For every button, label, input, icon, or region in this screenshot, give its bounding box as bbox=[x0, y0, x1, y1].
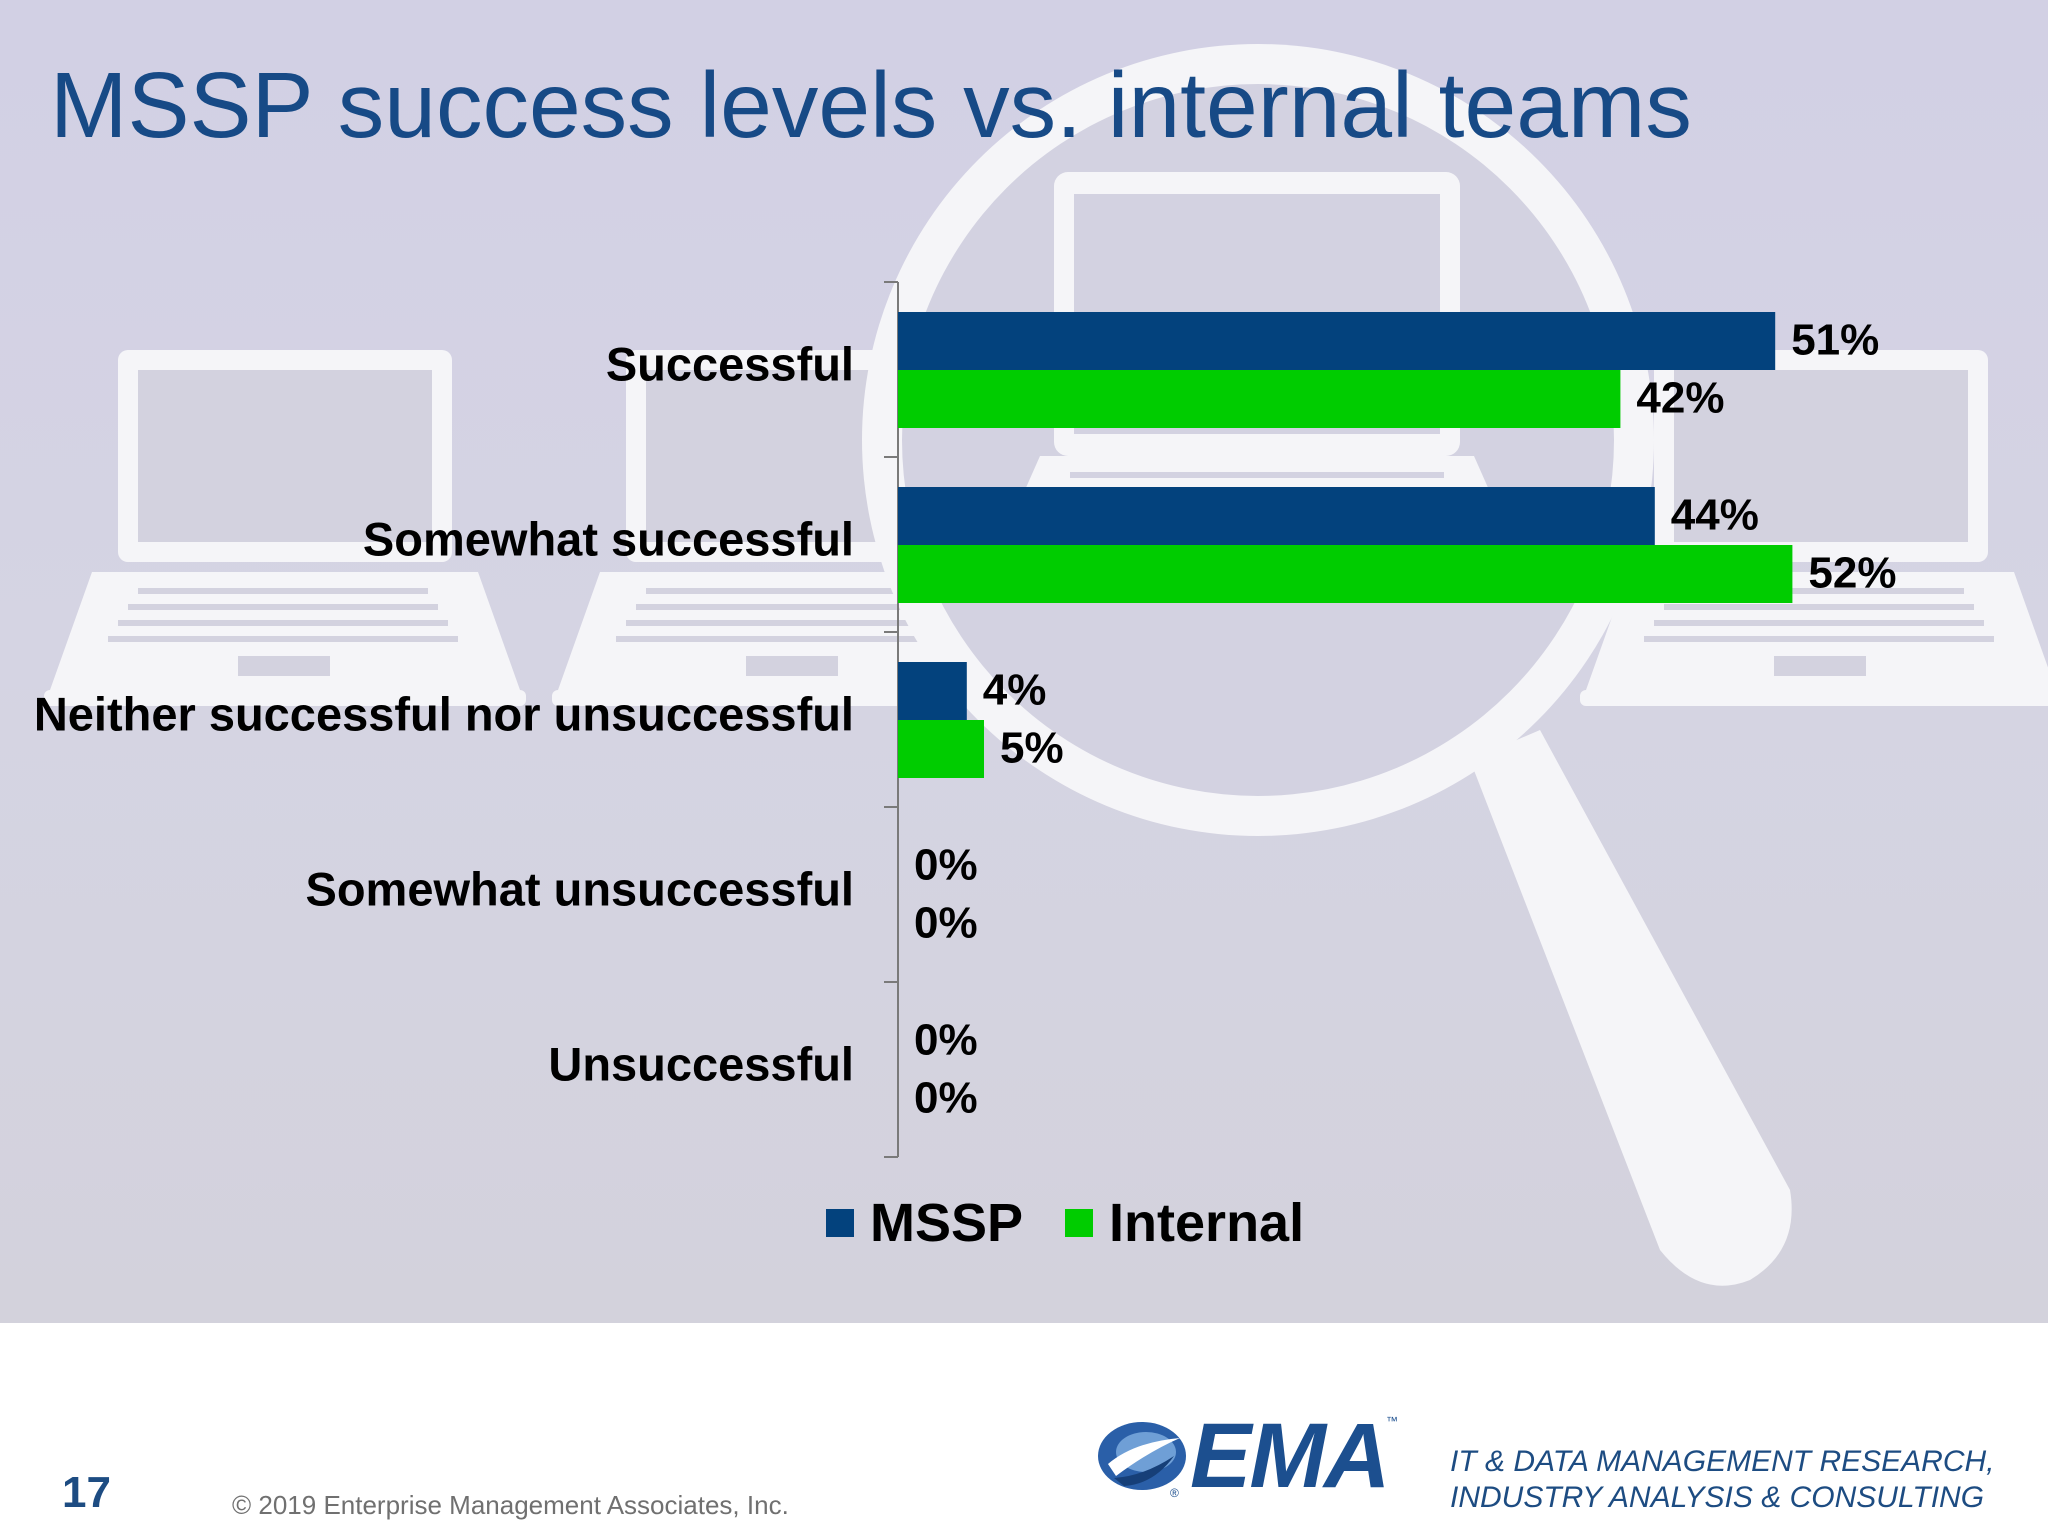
category-label: Somewhat unsuccessful bbox=[306, 862, 855, 915]
data-label: 51% bbox=[1791, 316, 1879, 365]
legend-swatch-internal bbox=[1065, 1209, 1094, 1237]
trademark-mark: ™ bbox=[1386, 1414, 1398, 1428]
data-label: 52% bbox=[1808, 549, 1896, 598]
ema-logo: EMA ™ ® bbox=[1094, 1408, 1414, 1518]
tagline-line-2: INDUSTRY ANALYSIS & CONSULTING bbox=[1450, 1481, 1985, 1514]
bar-mssp bbox=[898, 662, 967, 720]
bar-internal bbox=[898, 370, 1621, 428]
bar-mssp bbox=[898, 487, 1655, 545]
tagline: IT & DATA MANAGEMENT RESEARCH, INDUSTRY … bbox=[1450, 1444, 1995, 1516]
category-label: Unsuccessful bbox=[548, 1037, 854, 1090]
logo-text: EMA bbox=[1190, 1405, 1390, 1507]
chart-legend: MSSP Internal bbox=[826, 1196, 1346, 1250]
data-label: 0% bbox=[914, 1074, 978, 1123]
bar-internal bbox=[898, 720, 984, 778]
bar-chart: Successful 51% 42% Somewhat successful 44% 52… bbox=[34, 281, 1896, 1158]
laptop-icon bbox=[44, 350, 526, 706]
registered-mark: ® bbox=[1170, 1486, 1179, 1500]
legend-label-internal: Internal bbox=[1109, 1193, 1305, 1253]
slide-title: MSSP success levels vs. internal teams bbox=[50, 53, 1692, 157]
data-label: 4% bbox=[983, 666, 1047, 715]
category-label: Neither successful nor unsuccessful bbox=[34, 687, 854, 740]
data-label: 5% bbox=[1000, 724, 1064, 773]
data-label: 0% bbox=[914, 899, 978, 948]
copyright-notice: © 2019 Enterprise Management Associates,… bbox=[232, 1490, 789, 1520]
legend-item-mssp: MSSP bbox=[826, 1196, 1023, 1250]
bar-internal bbox=[898, 545, 1793, 603]
legend-swatch-mssp bbox=[826, 1209, 854, 1237]
data-label: 44% bbox=[1671, 491, 1759, 540]
ema-logo-icon bbox=[1098, 1422, 1186, 1490]
data-label: 42% bbox=[1636, 374, 1724, 423]
data-label: 0% bbox=[914, 1016, 978, 1065]
slide-stage: MSSP success levels vs. internal teams S… bbox=[0, 0, 2048, 1323]
category-label: Somewhat successful bbox=[363, 512, 854, 565]
page-number: 17 bbox=[62, 1468, 111, 1517]
legend-label-mssp: MSSP bbox=[870, 1193, 1024, 1253]
data-label: 0% bbox=[914, 841, 978, 890]
tagline-line-1: IT & DATA MANAGEMENT RESEARCH, bbox=[1450, 1445, 1995, 1478]
legend-item-internal: Internal bbox=[1065, 1196, 1304, 1250]
category-label: Successful bbox=[606, 337, 854, 390]
bar-mssp bbox=[898, 312, 1776, 370]
